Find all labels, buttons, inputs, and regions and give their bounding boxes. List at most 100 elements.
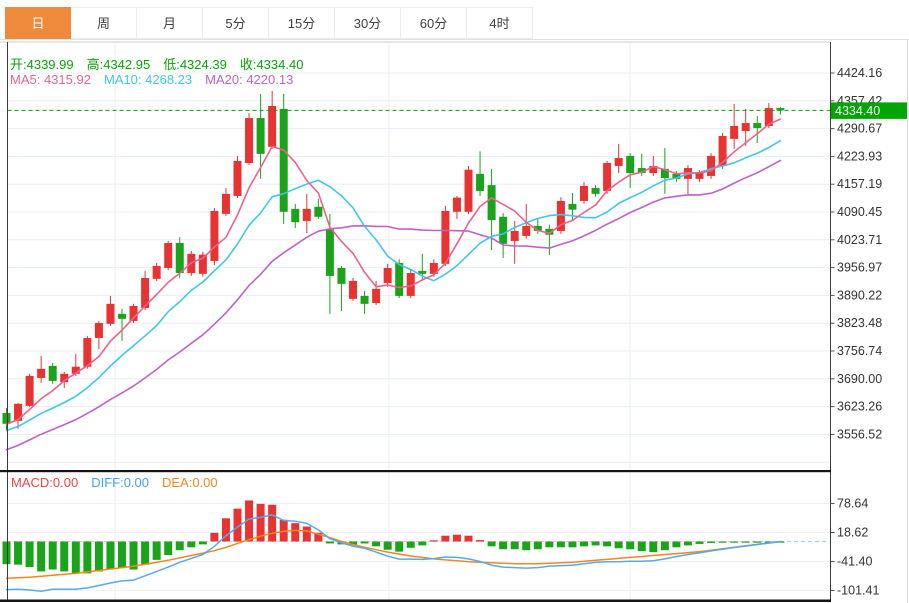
candle-body [129,305,138,321]
quote-close: 收:4334.40 [239,57,304,72]
price-axis-label: 4223.93 [837,149,882,163]
candle-body [210,210,219,261]
candle-body [429,263,438,274]
candle-body [60,373,69,383]
tab-month[interactable]: 月 [137,7,203,39]
candle-body [568,203,577,210]
candle-body [499,216,508,244]
macd-histogram-bar [314,532,323,542]
macd-histogram-bar [118,541,126,569]
ohlc-quote-line: 开:4339.99 高:4342.95 低:4324.39 收:4334.40 [10,54,316,73]
macd-histogram-bar [25,541,34,568]
current-price-label: 4334.40 [835,104,880,118]
candle-body [637,168,646,174]
candle-body [337,268,346,284]
price-axis-label: 3556.52 [837,427,882,441]
candle-body [626,155,635,174]
macd-histogram-bar [510,541,519,550]
macd-histogram-bar [37,541,46,572]
candle-body [406,273,415,296]
macd-histogram-bar [707,541,716,543]
quote-high: 高:4342.95 [86,57,151,72]
macd-histogram-bar [649,541,658,553]
macd-histogram-bar [175,541,184,551]
price-axis-label: 4424.16 [837,66,882,80]
candle-body [118,313,126,319]
tab-30min[interactable]: 30分 [335,7,401,39]
candle-body [152,265,161,279]
candle-body [279,108,288,212]
dea-value: DEA:0.00 [162,475,218,490]
candle-body [649,165,658,174]
tab-4hour[interactable]: 4时 [467,7,533,39]
macd-histogram-bar [741,541,750,543]
macd-histogram-bar [256,503,265,542]
candle-body [198,254,207,274]
macd-histogram-bar [71,541,80,574]
candle-body [695,173,704,179]
macd-histogram-bar [418,541,427,546]
timeframe-tabbar: 日周月 5分 15分 30分 60分 4时 [0,0,909,40]
macd-histogram-bar [48,541,57,570]
price-axis-label: 4023.71 [837,233,882,247]
candle-body [314,206,323,217]
candle-body [660,168,669,179]
macd-histogram-bar [764,541,773,543]
candle-body [730,125,739,139]
candle-body [25,375,34,406]
candle-body [83,337,92,367]
macd-histogram-bar [106,541,115,570]
price-axis-label: 4290.67 [837,122,882,136]
macd-value: MACD:0.00 [11,475,79,490]
candle-body [464,169,473,212]
candle-body [383,268,392,284]
macd-histogram-bar [221,518,230,542]
tab-15min[interactable]: 15分 [269,7,335,39]
candle-body [533,225,542,231]
candle-body [753,123,762,129]
candle-body [372,288,381,303]
candle-body [164,243,173,269]
candle-body [556,200,565,231]
macd-histogram-bar [753,541,762,543]
candle-body [106,303,115,324]
current-price-label-bg [831,102,907,119]
macd-histogram-bar [626,541,635,550]
macd-axis-label: 78.64 [837,497,868,511]
tab-day[interactable]: 日 [5,7,71,39]
quote-low: 低:4324.39 [163,57,227,72]
macd-histogram-bar [360,541,369,544]
macd-histogram-bar [279,519,288,542]
price-axis-label: 3623.26 [837,400,882,414]
ma5-value: MA5: 4315.92 [10,72,91,87]
tab-60min[interactable]: 60分 [401,7,467,39]
candle-body [776,108,785,111]
macd-histogram-bar [187,541,196,548]
chart-plot-area[interactable] [0,42,830,603]
macd-histogram-bar [522,541,531,551]
macd-histogram-bar [556,541,565,548]
candle-body [614,158,623,166]
candle-body [48,365,57,381]
tab-5min[interactable]: 5分 [203,7,269,39]
macd-histogram-bar [545,541,554,548]
macd-histogram-bar [660,541,669,551]
candle-body [291,208,300,223]
tab-week[interactable]: 周 [71,7,137,39]
macd-histogram-bar [141,541,150,565]
candle-body [268,105,277,147]
price-axis-label: 3956.97 [837,261,882,275]
macd-histogram-bar [591,541,600,546]
candle-body [395,263,404,296]
macd-axis-label: -41.40 [837,554,872,568]
candle-body [510,230,519,241]
macd-histogram-bar [268,504,277,542]
candle-body [741,123,750,131]
quote-open: 开:4339.99 [10,57,74,72]
candle-body [418,270,427,274]
macd-histogram-bar [291,523,300,542]
candle-body [476,173,485,191]
candle-body [71,366,80,374]
